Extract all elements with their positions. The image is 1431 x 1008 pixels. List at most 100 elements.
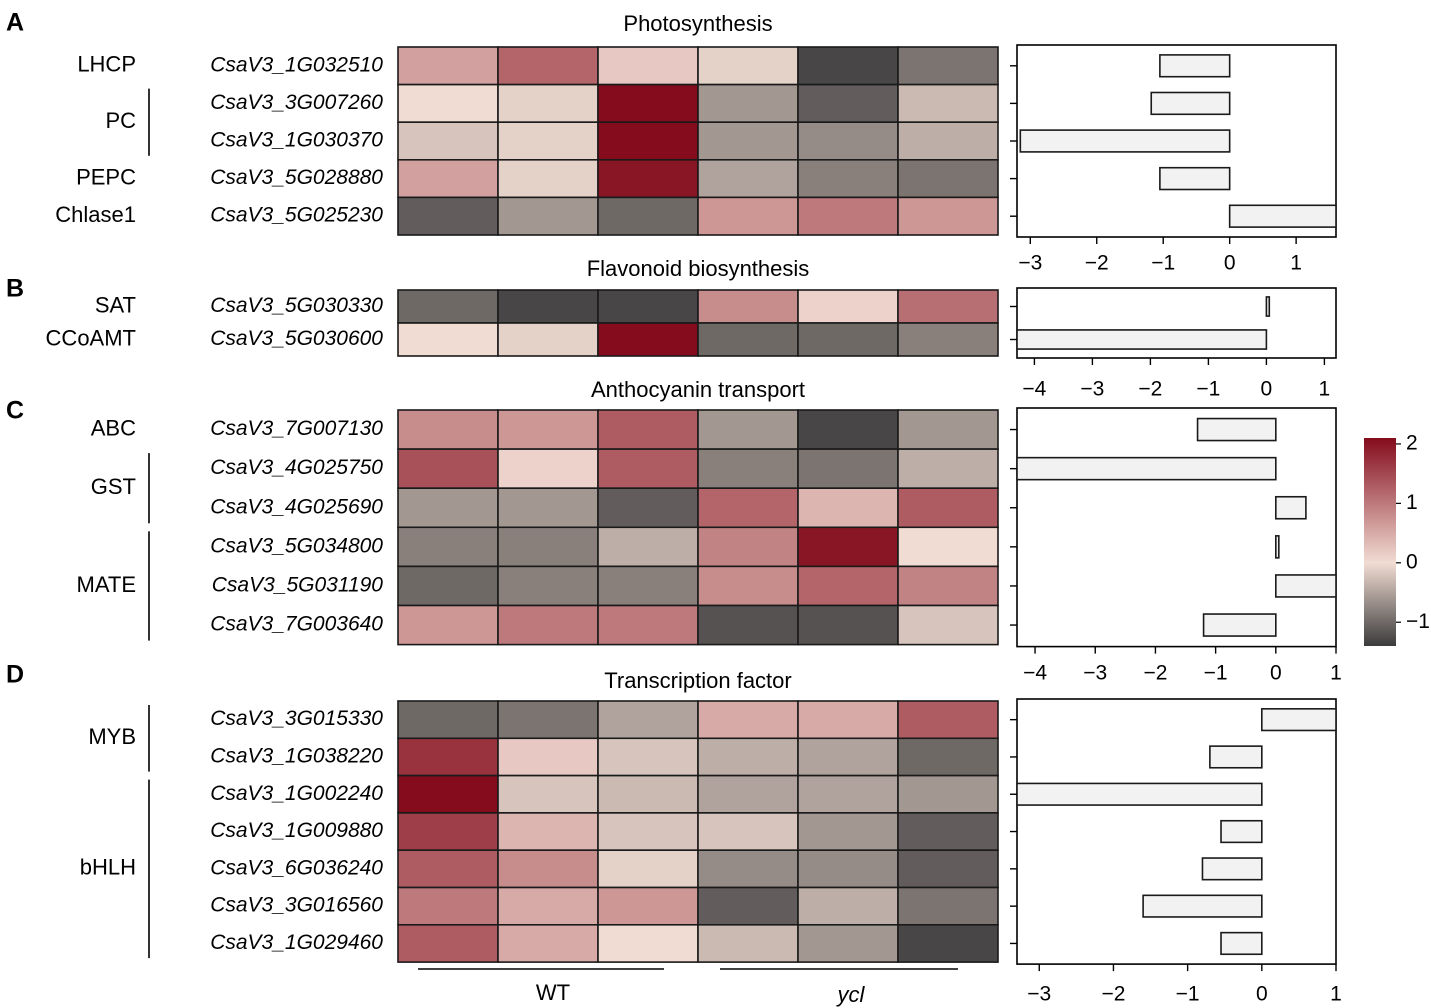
x-tick-label: −2 (1101, 983, 1125, 1006)
heatmap-cell (597, 322, 699, 357)
gene-label: CsaV3_5G034800 (210, 534, 383, 557)
fold-change-bar (1159, 166, 1231, 191)
heatmap-cell (397, 289, 499, 324)
heatmap-cell (597, 121, 699, 161)
gene-label: CsaV3_3G007260 (210, 91, 383, 114)
heatmap-cell (797, 886, 899, 926)
fold-change-bar (1275, 574, 1337, 598)
heatmap-cell (497, 46, 599, 86)
heatmap-cell (897, 923, 999, 963)
heatmap-cell (797, 565, 899, 607)
heatmap-cell (697, 322, 799, 357)
x-tick-label: −4 (1022, 378, 1046, 401)
fold-change-bar (1202, 613, 1277, 637)
heatmap-cell (897, 700, 999, 740)
heatmap-cell (897, 604, 999, 646)
gene-label: CsaV3_1G009880 (210, 819, 383, 842)
color-scale-tick-label: 2 (1406, 431, 1418, 454)
panel-title: Transcription factor (604, 668, 791, 693)
bar-chart: −4 −3 −2 −1 0 1 (1010, 287, 1337, 401)
heatmap-cell (697, 526, 799, 568)
heatmap-cell (397, 886, 499, 926)
heatmap-cell (697, 812, 799, 852)
heatmap-grid (397, 46, 999, 236)
gene-label: CsaV3_7G007130 (210, 417, 383, 440)
gene-label: CsaV3_3G016560 (210, 894, 383, 917)
heatmap-cell (697, 737, 799, 777)
x-tick-label: −2 (1143, 662, 1167, 685)
heatmap-cell (597, 289, 699, 324)
fold-change-bar (1150, 91, 1231, 116)
panel-D: D Transcription factor CsaV3_3G015330 CsaV3… (6, 661, 1342, 1006)
heatmap-cell (697, 448, 799, 490)
heatmap-cell (697, 121, 799, 161)
heatmap-cell (897, 46, 999, 86)
x-tick-label: −4 (1023, 662, 1047, 685)
heatmap-cell (897, 196, 999, 236)
heatmap-cell (497, 409, 599, 450)
heatmap-cell (897, 289, 999, 324)
group-label: MYB (88, 724, 136, 749)
bar-chart: −3 −2 −1 0 1 (1010, 698, 1342, 1006)
heatmap-cell (797, 121, 899, 161)
gene-label: CsaV3_4G025690 (210, 495, 383, 518)
x-tick-label: −1 (1204, 662, 1228, 685)
fold-change-bar (1275, 535, 1280, 559)
color-scale-bar (1364, 438, 1396, 646)
heatmap-cell (697, 487, 799, 529)
x-tick-label: −1 (1151, 252, 1175, 275)
fold-change-bar (1159, 54, 1231, 78)
heatmap-cell (697, 849, 799, 889)
panel-title: Anthocyanin transport (591, 377, 805, 402)
heatmap-cell (797, 83, 899, 123)
gene-label: CsaV3_5G025230 (210, 204, 383, 227)
heatmap-cell (597, 604, 699, 646)
heatmap-cell (797, 737, 899, 777)
heatmap-cell (497, 322, 599, 357)
heatmap-cell (797, 604, 899, 646)
wt-label: WT (536, 980, 570, 1005)
heatmap-cell (597, 448, 699, 490)
heatmap-cell (497, 448, 599, 490)
fold-change-bar (1196, 417, 1277, 442)
heatmap-cell (597, 83, 699, 123)
panel-letter: B (6, 275, 24, 303)
heatmap-cell (697, 604, 799, 646)
group-label: GST (91, 474, 136, 499)
fold-change-bar (1201, 857, 1263, 881)
x-tick-label: −1 (1176, 983, 1200, 1006)
heatmap-grid (397, 700, 999, 963)
heatmap-grid (397, 409, 999, 646)
panel-letter: A (6, 9, 24, 37)
fold-change-bar (1265, 296, 1271, 317)
group-label: Chlase1 (55, 202, 136, 227)
heatmap-cell (397, 409, 499, 450)
heatmap-cell (897, 121, 999, 161)
heatmap-cell (797, 322, 899, 357)
gene-label: CsaV3_4G025750 (210, 456, 383, 479)
group-label: ABC (91, 415, 136, 440)
group-label: PC (105, 108, 136, 133)
heatmap-cell (797, 409, 899, 450)
heatmap-cell (697, 83, 799, 123)
heatmap-cell (497, 774, 599, 814)
group-label: SAT (95, 292, 136, 317)
heatmap-cell (497, 700, 599, 740)
group-label: CCoAMT (46, 325, 136, 350)
heatmap-cell (797, 849, 899, 889)
fold-change-bar (1261, 708, 1337, 732)
fold-change-bar (1142, 894, 1263, 918)
heatmap-cell (597, 487, 699, 529)
heatmap-cell (697, 289, 799, 324)
x-tick-label: −3 (1018, 252, 1042, 275)
gene-label: CsaV3_5G030330 (210, 294, 383, 317)
panel-letter: C (6, 397, 24, 425)
heatmap-cell (597, 46, 699, 86)
group-label: MATE (77, 572, 136, 597)
heatmap-cell (497, 923, 599, 963)
x-tick-label: −2 (1085, 252, 1109, 275)
heatmap-cell (497, 849, 599, 889)
group-label: bHLH (80, 855, 136, 880)
fold-change-bar (1220, 819, 1263, 844)
heatmap-cell (497, 812, 599, 852)
